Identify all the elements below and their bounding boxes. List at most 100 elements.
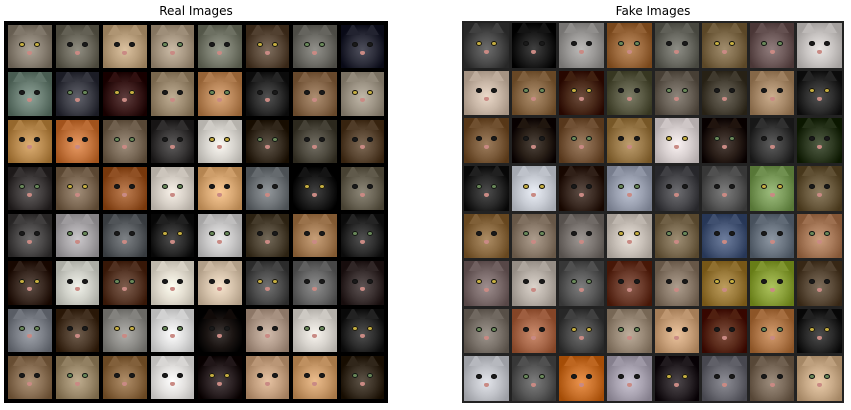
cat-eye (538, 278, 545, 284)
cat-eye (538, 231, 545, 237)
cat-eye (81, 136, 88, 142)
real-cat-image-tile (8, 308, 52, 352)
cat-nose (359, 239, 365, 244)
real-cat-image-tile (293, 261, 337, 305)
cat-eye (570, 326, 577, 332)
real-cat-image-tile (150, 25, 194, 69)
real-cat-image-tile (340, 72, 384, 116)
cat-eye (808, 88, 815, 94)
cat-ear (537, 308, 552, 319)
cat-ear (659, 165, 674, 176)
cat-ear (727, 308, 742, 319)
cat-eye (66, 325, 73, 331)
cat-ear (564, 118, 579, 129)
cat-eye (475, 374, 482, 380)
cat-ear (469, 23, 483, 33)
real-cat-image-tile (245, 355, 289, 399)
cat-eye (224, 184, 231, 190)
fake-images-grid (462, 21, 844, 403)
real-cat-image-tile (55, 214, 99, 258)
cat-ear (489, 213, 504, 224)
cat-eye (475, 136, 482, 142)
cat-ear (823, 23, 837, 33)
cat-ear (537, 70, 552, 81)
cat-nose (217, 192, 223, 197)
fake-cat-image-tile (464, 70, 509, 116)
cat-eye (776, 88, 783, 94)
cat-ear (203, 308, 217, 319)
cat-nose (817, 192, 823, 197)
cat-ear (250, 355, 265, 366)
fake-cat-image-tile (797, 213, 842, 259)
cat-eye (618, 40, 625, 46)
cat-ear (632, 23, 647, 33)
cat-eye (19, 278, 26, 284)
cat-eye (129, 42, 136, 48)
real-cat-image-tile (150, 355, 194, 399)
real-cat-image-tile (340, 214, 384, 258)
cat-nose (769, 287, 775, 292)
cat-ear (611, 356, 626, 367)
cat-eye (666, 374, 673, 380)
fake-cat-image-tile (511, 356, 557, 401)
cat-eye (776, 374, 783, 380)
cat-eye (523, 231, 530, 237)
cat-eye (256, 373, 263, 379)
cat-ear (632, 261, 647, 272)
cat-eye (209, 278, 216, 284)
cat-nose (721, 287, 727, 292)
cat-ear (127, 355, 142, 366)
cat-ear (317, 214, 332, 224)
cat-ear (32, 119, 47, 130)
cat-eye (209, 42, 216, 48)
cat-eye (824, 40, 831, 46)
cat-ear (250, 214, 265, 224)
cat-eye (761, 231, 768, 237)
cat-nose (74, 50, 80, 55)
real-cat-image-tile (150, 166, 194, 210)
cat-eye (633, 326, 640, 332)
cat-nose (483, 192, 489, 197)
cat-ear (611, 70, 626, 81)
cat-ear (175, 166, 189, 177)
cat-nose (674, 383, 680, 388)
cat-eye (224, 278, 231, 284)
cat-eye (271, 325, 278, 331)
cat-ear (365, 166, 379, 177)
cat-nose (359, 192, 365, 197)
cat-eye (66, 42, 73, 48)
cat-ear (80, 308, 94, 319)
cat-ear (754, 308, 769, 319)
cat-eye (304, 373, 311, 379)
cat-nose (312, 287, 318, 292)
cat-ear (537, 356, 552, 367)
cat-eye (161, 89, 168, 95)
cat-ear (345, 72, 360, 83)
cat-eye (366, 278, 373, 284)
cat-eye (351, 231, 358, 237)
cat-nose (122, 287, 128, 292)
cat-eye (129, 231, 136, 237)
cat-ear (584, 23, 599, 33)
cat-ear (222, 355, 237, 366)
fake-cat-image-tile (702, 23, 747, 68)
cat-nose (74, 381, 80, 386)
real-cat-image-tile (8, 261, 52, 305)
cat-ear (707, 261, 722, 272)
cat-eye (224, 325, 231, 331)
cat-ear (175, 355, 189, 366)
cat-ear (317, 119, 332, 130)
real-cat-image-tile (8, 25, 52, 69)
cat-nose (531, 49, 537, 54)
cat-ear (516, 213, 531, 224)
fake-cat-image-tile (606, 308, 652, 354)
cat-eye (319, 42, 326, 48)
cat-eye (304, 184, 311, 190)
cat-ear (127, 25, 142, 35)
cat-ear (632, 165, 647, 176)
cat-nose (769, 240, 775, 245)
cat-ear (707, 356, 722, 367)
cat-ear (250, 166, 265, 177)
cat-nose (817, 335, 823, 340)
cat-nose (769, 145, 775, 150)
